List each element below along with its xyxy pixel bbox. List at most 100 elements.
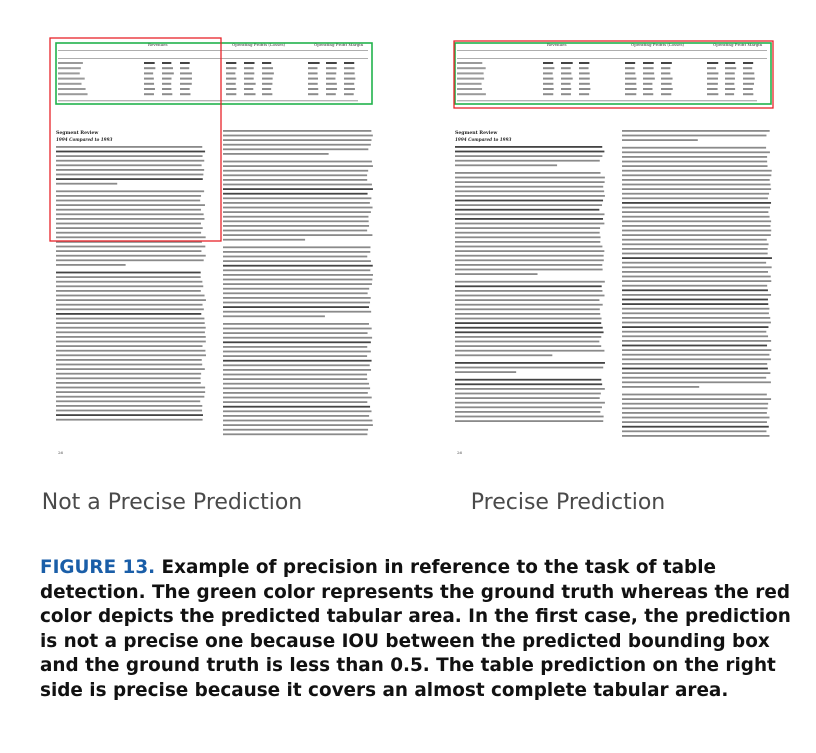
text-line — [56, 204, 205, 206]
text-line — [622, 197, 768, 200]
table-cell — [344, 93, 354, 96]
text-line — [223, 332, 368, 334]
table-cell — [661, 88, 673, 90]
table-cell — [725, 67, 737, 70]
text-line — [223, 229, 368, 232]
text-line — [223, 346, 368, 348]
text-line — [223, 260, 371, 262]
table-cell — [226, 93, 237, 96]
document-thumbnail-precise: Revenues Operating Profits (Losses) Oper… — [445, 28, 785, 468]
table-cell — [707, 67, 717, 70]
ground-truth-box — [55, 42, 373, 105]
text-line — [622, 234, 771, 236]
table-cell — [58, 77, 85, 80]
figure-caption-text: Example of precision in reference to the… — [40, 557, 791, 701]
table-cell — [457, 62, 483, 64]
table-cell — [543, 77, 554, 80]
text-line — [622, 169, 772, 172]
table-cell — [743, 93, 754, 96]
text-line — [56, 182, 118, 185]
text-line — [223, 315, 325, 318]
table-cell — [58, 72, 80, 75]
text-line — [622, 349, 772, 351]
text-line — [622, 421, 767, 423]
table-cell — [180, 82, 192, 85]
text-line — [455, 181, 605, 183]
table-cell — [743, 62, 754, 64]
text-line — [622, 215, 770, 218]
body-text-columns: Segment Review 1994 Compared to 1993 — [455, 130, 772, 437]
table-cell — [625, 77, 637, 80]
table-cell — [344, 88, 355, 90]
text-line — [455, 388, 605, 390]
text-line — [223, 148, 369, 151]
text-line — [223, 336, 373, 339]
table-cell — [707, 82, 718, 85]
table-cell — [226, 82, 236, 85]
text-line — [622, 416, 770, 419]
table-cell — [244, 67, 254, 70]
text-line — [223, 401, 368, 403]
table-cell — [308, 93, 319, 96]
text-line — [622, 326, 769, 328]
document-thumbnail-imprecise: Revenues Operating Profits (Losses) Oper… — [46, 28, 386, 468]
text-line — [223, 211, 371, 213]
table-cell — [643, 72, 655, 75]
text-line — [223, 424, 373, 426]
table-cell — [543, 82, 554, 85]
text-line — [56, 271, 201, 274]
table-cell — [579, 88, 591, 90]
table-cell — [725, 77, 735, 80]
table-cell — [308, 72, 318, 75]
text-line — [223, 188, 373, 190]
page-number: 26 — [457, 450, 463, 455]
table-cell — [579, 62, 590, 64]
table-cell — [725, 62, 736, 64]
table-cell — [244, 82, 256, 85]
text-line — [223, 143, 371, 146]
table-cell — [543, 93, 554, 96]
table-cell — [725, 93, 735, 96]
text-line — [56, 250, 202, 252]
text-line — [622, 298, 768, 301]
table-cell — [58, 62, 83, 64]
table-cell — [226, 62, 237, 64]
table-cell — [625, 82, 637, 85]
table-header-operating-margin: Operating Profit Margin — [713, 42, 763, 47]
table-cell — [725, 82, 735, 85]
text-line — [455, 155, 603, 157]
text-line — [56, 303, 203, 306]
text-line — [223, 378, 368, 380]
table-cell — [543, 88, 554, 90]
body-text-columns: Segment Review 1994 Compared to 1993 — [56, 130, 373, 436]
text-line — [56, 354, 206, 357]
text-line — [223, 306, 369, 308]
text-line — [622, 407, 768, 410]
text-line — [622, 179, 770, 181]
table-cell — [326, 72, 337, 75]
table-cell — [326, 77, 336, 80]
text-line — [455, 326, 603, 329]
table-header-operating-margin: Operating Profit Margin — [314, 42, 364, 47]
table-cell — [625, 72, 636, 75]
table-cell — [661, 93, 672, 96]
text-line — [56, 236, 206, 239]
ground-truth-box — [454, 42, 772, 105]
text-line — [223, 297, 371, 299]
text-line — [56, 280, 203, 283]
text-line — [56, 178, 203, 180]
text-line — [622, 156, 768, 158]
text-line — [455, 213, 605, 216]
table-cell — [344, 82, 355, 85]
financial-table: Revenues Operating Profits (Losses) Oper… — [457, 42, 767, 102]
text-line — [56, 264, 126, 266]
text-line — [455, 299, 600, 301]
text-line — [223, 160, 372, 163]
text-line — [622, 266, 772, 269]
table-cell — [579, 77, 590, 80]
text-line — [223, 183, 372, 186]
table-cell — [643, 82, 653, 85]
table-cell — [144, 82, 155, 85]
text-line — [223, 238, 306, 241]
table-cell — [344, 62, 355, 64]
